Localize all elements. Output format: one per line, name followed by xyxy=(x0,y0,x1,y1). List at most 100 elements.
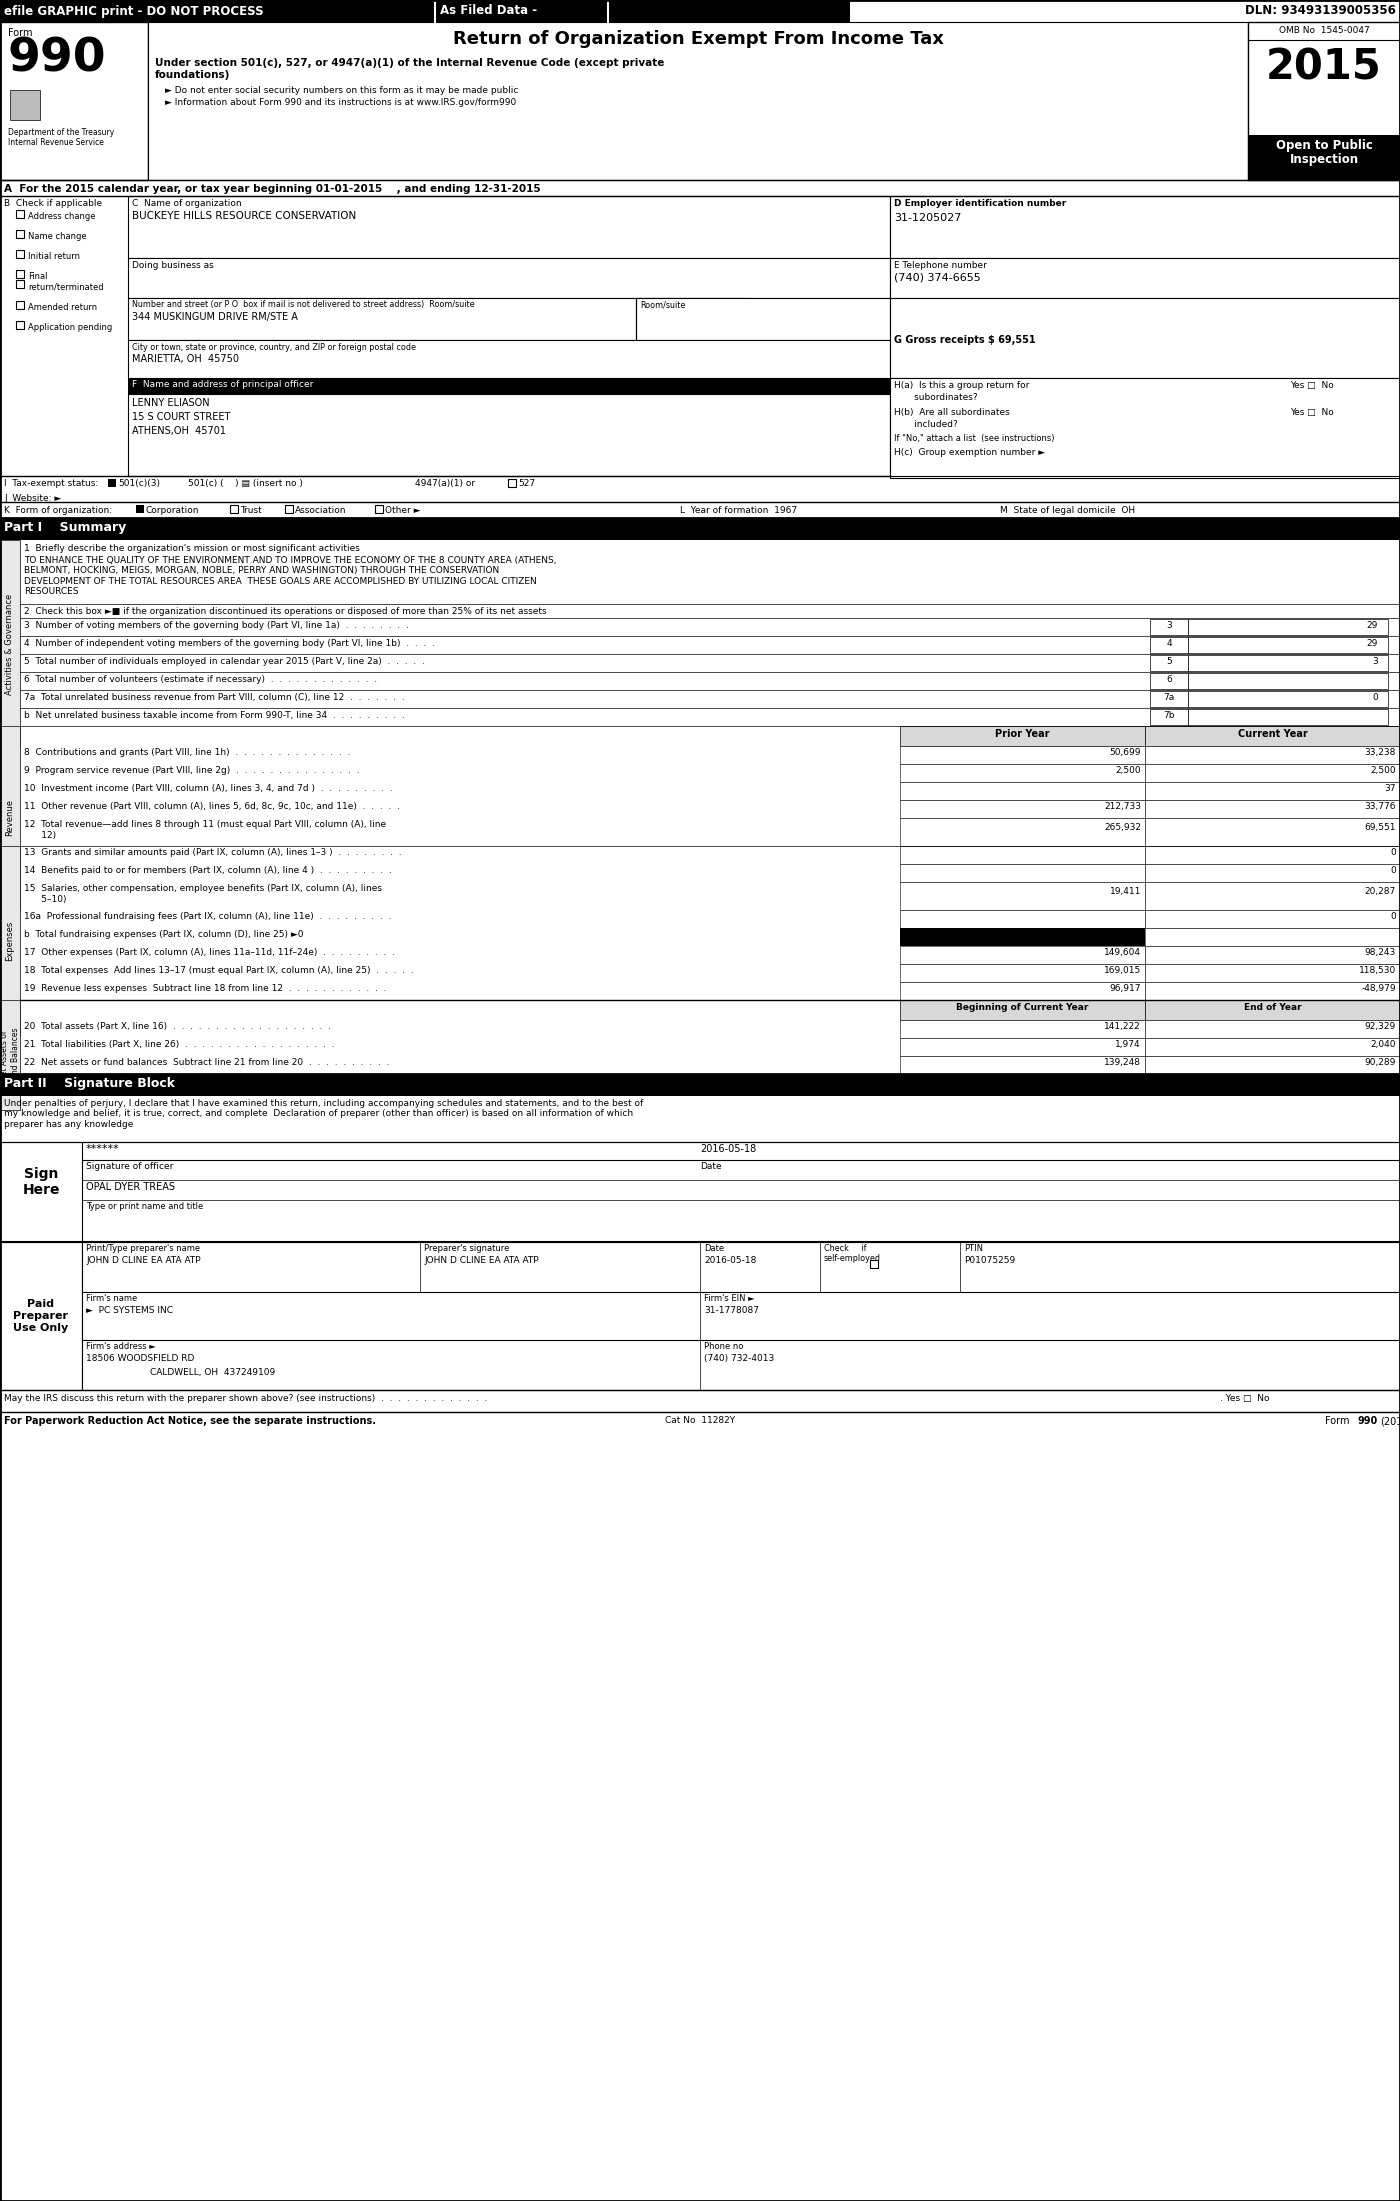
Text: ► Do not enter social security numbers on this form as it may be made public: ► Do not enter social security numbers o… xyxy=(165,86,518,95)
Text: 11  Other revenue (Part VIII, column (A), lines 5, 6d, 8c, 9c, 10c, and 11e)  . : 11 Other revenue (Part VIII, column (A),… xyxy=(24,801,400,810)
Bar xyxy=(1189,636,1387,654)
Text: Under penalties of perjury, I declare that I have examined this return, includin: Under penalties of perjury, I declare th… xyxy=(4,1098,643,1129)
Text: b  Total fundraising expenses (Part IX, column (D), line 25) ►0: b Total fundraising expenses (Part IX, c… xyxy=(24,931,304,940)
Bar xyxy=(0,1241,83,1391)
Text: 33,238: 33,238 xyxy=(1365,748,1396,757)
Bar xyxy=(900,1056,1145,1074)
Bar xyxy=(1145,865,1400,883)
Bar xyxy=(1189,656,1387,671)
Text: 16a  Professional fundraising fees (Part IX, column (A), line 11e)  .  .  .  .  : 16a Professional fundraising fees (Part … xyxy=(24,911,392,920)
Text: 14  Benefits paid to or for members (Part IX, column (A), line 4 )  .  .  .  .  : 14 Benefits paid to or for members (Part… xyxy=(24,865,392,876)
Text: 6: 6 xyxy=(1166,676,1172,685)
Bar xyxy=(0,1142,83,1241)
Bar xyxy=(900,929,1145,946)
Bar xyxy=(1149,709,1189,724)
Bar xyxy=(1145,726,1400,746)
Text: End of Year: End of Year xyxy=(1243,1004,1302,1012)
Bar xyxy=(890,297,1400,379)
Bar xyxy=(1145,781,1400,799)
Text: 20  Total assets (Part X, line 16)  .  .  .  .  .  .  .  .  .  .  .  .  .  .  . : 20 Total assets (Part X, line 16) . . . … xyxy=(24,1021,330,1030)
Bar xyxy=(1145,946,1400,964)
Text: Association: Association xyxy=(295,506,347,515)
Text: -48,979: -48,979 xyxy=(1361,984,1396,993)
Text: Phone no: Phone no xyxy=(704,1343,743,1351)
Text: Open to Public: Open to Public xyxy=(1275,139,1372,152)
Text: Doing business as: Doing business as xyxy=(132,262,214,271)
Text: OMB No  1545-0047: OMB No 1545-0047 xyxy=(1278,26,1369,35)
Text: 15  Salaries, other compensation, employee benefits (Part IX, column (A), lines: 15 Salaries, other compensation, employe… xyxy=(24,885,382,894)
Bar xyxy=(127,258,890,297)
Text: Part II    Signature Block: Part II Signature Block xyxy=(4,1076,175,1089)
Text: Signature of officer: Signature of officer xyxy=(85,1162,174,1171)
Text: H(b)  Are all subordinates: H(b) Are all subordinates xyxy=(895,407,1009,416)
Text: City or town, state or province, country, and ZIP or foreign postal code: City or town, state or province, country… xyxy=(132,343,416,352)
Text: Part I    Summary: Part I Summary xyxy=(4,522,126,535)
Text: 13  Grants and similar amounts paid (Part IX, column (A), lines 1–3 )  .  .  .  : 13 Grants and similar amounts paid (Part… xyxy=(24,847,402,856)
Bar xyxy=(890,258,1400,297)
Bar xyxy=(1149,691,1189,707)
Text: Paid
Preparer
Use Only: Paid Preparer Use Only xyxy=(14,1299,69,1332)
Text: 344 MUSKINGUM DRIVE RM/STE A: 344 MUSKINGUM DRIVE RM/STE A xyxy=(132,313,298,321)
Bar xyxy=(15,302,24,308)
Text: 9  Program service revenue (Part VIII, line 2g)  .  .  .  .  .  .  .  .  .  .  .: 9 Program service revenue (Part VIII, li… xyxy=(24,766,360,775)
Text: included?: included? xyxy=(895,420,958,429)
Text: 20,287: 20,287 xyxy=(1365,887,1396,896)
Text: Date: Date xyxy=(700,1162,721,1171)
Bar xyxy=(1189,691,1387,707)
Bar xyxy=(0,999,20,1109)
Text: 12  Total revenue—add lines 8 through 11 (must equal Part VIII, column (A), line: 12 Total revenue—add lines 8 through 11 … xyxy=(24,821,386,830)
Text: L  Year of formation  1967: L Year of formation 1967 xyxy=(680,506,797,515)
Text: If "No," attach a list  (see instructions): If "No," attach a list (see instructions… xyxy=(895,434,1054,442)
Text: Expenses: Expenses xyxy=(6,920,14,962)
Text: 90,289: 90,289 xyxy=(1365,1059,1396,1067)
Text: 21  Total liabilities (Part X, line 26)  .  .  .  .  .  .  .  .  .  .  .  .  .  : 21 Total liabilities (Part X, line 26) .… xyxy=(24,1041,335,1050)
Bar xyxy=(0,845,20,1037)
Text: Firm's EIN ►: Firm's EIN ► xyxy=(704,1294,755,1303)
Text: Activities & Governance: Activities & Governance xyxy=(6,594,14,696)
Bar xyxy=(508,480,517,486)
Text: 3: 3 xyxy=(1372,658,1378,667)
Text: 96,917: 96,917 xyxy=(1109,984,1141,993)
Bar xyxy=(148,22,1247,180)
Text: 990: 990 xyxy=(8,35,106,81)
Bar xyxy=(1145,845,1400,865)
Text: Print/Type preparer's name: Print/Type preparer's name xyxy=(85,1244,200,1252)
Bar xyxy=(15,321,24,328)
Bar xyxy=(1189,709,1387,724)
Bar xyxy=(900,982,1145,999)
Text: 33,776: 33,776 xyxy=(1365,801,1396,810)
Bar xyxy=(15,271,24,277)
Text: 7a  Total unrelated business revenue from Part VIII, column (C), line 12  .  .  : 7a Total unrelated business revenue from… xyxy=(24,693,405,702)
Bar xyxy=(900,845,1145,865)
Bar xyxy=(15,251,24,258)
Text: 0: 0 xyxy=(1372,693,1378,702)
Text: 2,500: 2,500 xyxy=(1116,766,1141,775)
Text: b  Net unrelated business taxable income from Form 990-T, line 34  .  .  .  .  .: b Net unrelated business taxable income … xyxy=(24,711,405,720)
Text: 8  Contributions and grants (Part VIII, line 1h)  .  .  .  .  .  .  .  .  .  .  : 8 Contributions and grants (Part VIII, l… xyxy=(24,748,350,757)
Bar xyxy=(1145,1019,1400,1039)
Text: Prior Year: Prior Year xyxy=(995,729,1050,740)
Text: Date: Date xyxy=(704,1244,724,1252)
Bar xyxy=(15,229,24,238)
Text: Corporation: Corporation xyxy=(146,506,199,515)
Text: PTIN: PTIN xyxy=(965,1244,983,1252)
Bar xyxy=(0,517,1400,539)
Bar xyxy=(83,1241,1400,1391)
Text: 12): 12) xyxy=(24,832,56,841)
Text: 18  Total expenses  Add lines 13–17 (must equal Part IX, column (A), line 25)  .: 18 Total expenses Add lines 13–17 (must … xyxy=(24,966,413,975)
Bar xyxy=(1189,618,1387,636)
Text: 22  Net assets or fund balances  Subtract line 21 from line 20  .  .  .  .  .  .: 22 Net assets or fund balances Subtract … xyxy=(24,1059,389,1067)
Bar xyxy=(850,0,1400,22)
Text: OPAL DYER TREAS: OPAL DYER TREAS xyxy=(85,1182,175,1193)
Text: Number and street (or P O  box if mail is not delivered to street address)  Room: Number and street (or P O box if mail is… xyxy=(132,299,475,308)
Text: 527: 527 xyxy=(518,480,535,489)
Bar xyxy=(900,883,1145,909)
Text: subordinates?: subordinates? xyxy=(895,394,977,403)
Text: Trust: Trust xyxy=(239,506,262,515)
Bar xyxy=(1189,674,1387,689)
Text: Sign
Here: Sign Here xyxy=(22,1167,60,1197)
Text: Cat No  11282Y: Cat No 11282Y xyxy=(665,1415,735,1424)
Text: 4947(a)(1) or: 4947(a)(1) or xyxy=(414,480,475,489)
Text: 169,015: 169,015 xyxy=(1103,966,1141,975)
Bar xyxy=(900,999,1145,1019)
